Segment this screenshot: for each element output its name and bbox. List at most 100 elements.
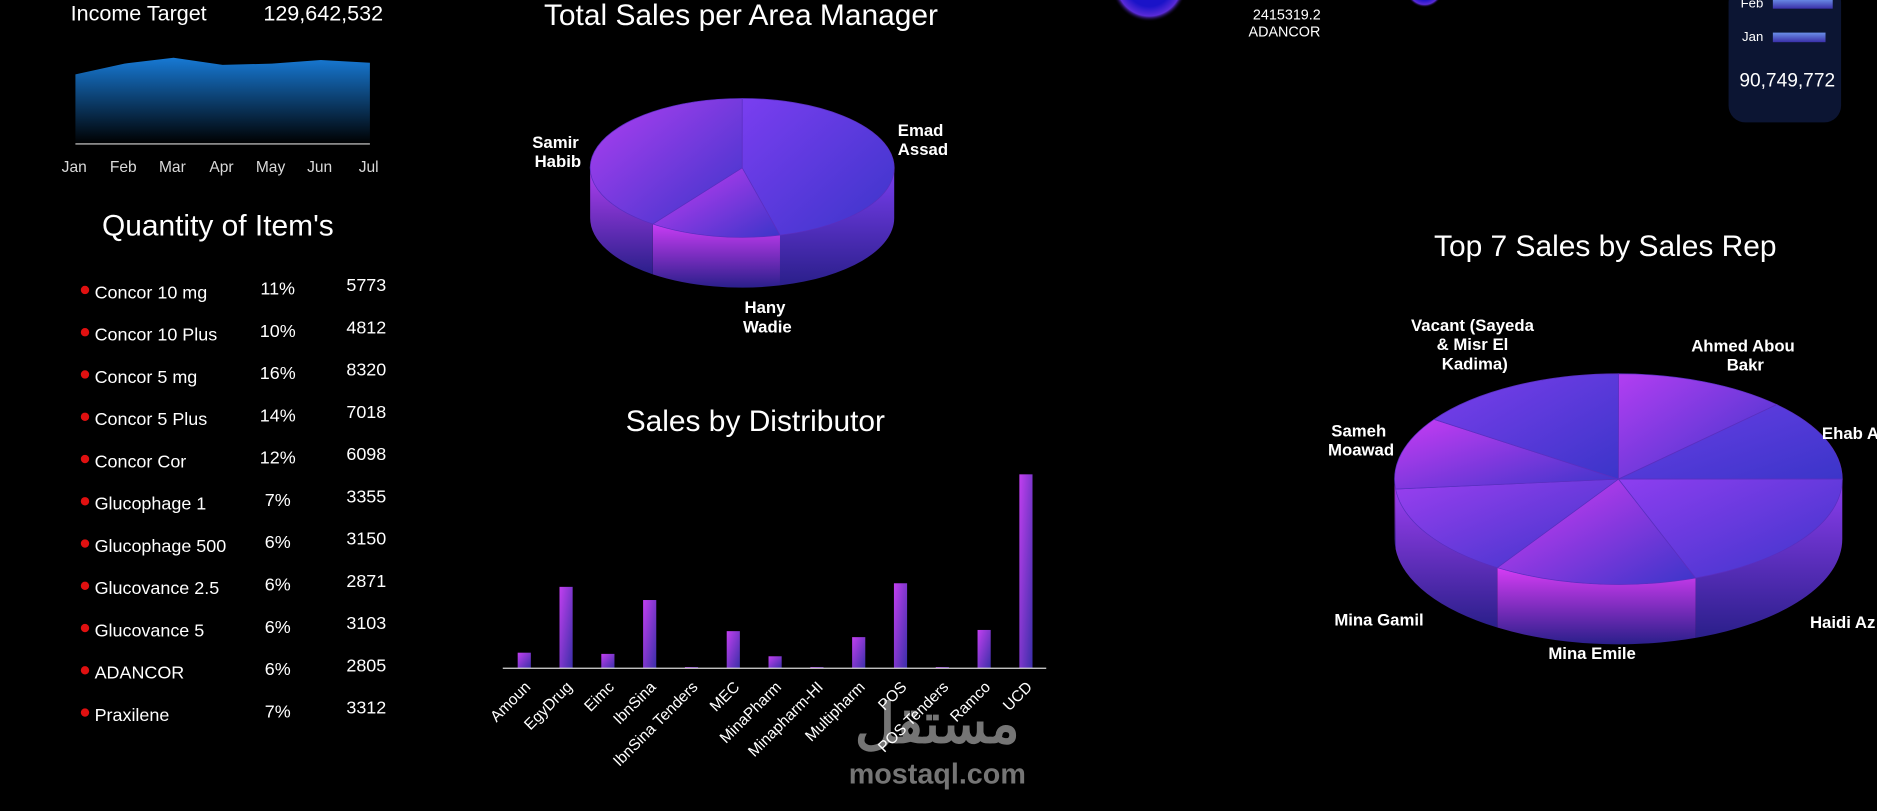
item-qty: 3150 <box>346 529 386 549</box>
slice-label: Ehab A <box>1822 424 1877 443</box>
pie-side <box>590 167 653 275</box>
pie-slice <box>1433 373 1619 480</box>
slice-label: Haidi Az <box>1810 613 1875 632</box>
item-share: 7% <box>265 701 291 721</box>
bullet <box>80 581 90 590</box>
item-qty: 3103 <box>346 613 386 633</box>
x-tick-label: Apr <box>209 159 233 176</box>
slice-label: Mina Gamil <box>1334 611 1423 630</box>
item-name: Glucophage 1 <box>95 494 207 514</box>
bar <box>852 637 866 669</box>
pie-slice <box>1395 478 1620 569</box>
slice-label: Sameh Moawad <box>1328 422 1394 460</box>
pie-side <box>1395 489 1498 628</box>
bar <box>726 631 740 669</box>
x-tick-label: Jul <box>359 159 379 176</box>
x-tick-label: Jun <box>307 159 332 176</box>
pie-slice <box>651 167 781 238</box>
bubble-value: 2415319.2 <box>1253 8 1321 24</box>
bullet <box>80 285 90 295</box>
slice-label: Samir Habib <box>532 133 583 171</box>
item-name: Concor 10 Plus <box>95 325 218 345</box>
item-qty: 8320 <box>346 360 386 380</box>
income-value: 129,642,532 <box>263 1 383 25</box>
chart-title: Sales by Distributor <box>626 405 885 438</box>
table-title: Quantity of Item's <box>102 210 334 243</box>
y-tick-label: Feb <box>1741 0 1764 10</box>
pie-side <box>652 224 780 288</box>
bullet <box>80 412 90 421</box>
item-name: Concor Cor <box>95 451 187 471</box>
pie-side <box>1394 479 1396 549</box>
bar <box>517 652 531 669</box>
item-share: 6% <box>265 532 291 552</box>
income-label: Income Target <box>71 1 207 25</box>
slice-label: Vacant (Sayeda & Misr El Kadima) <box>1411 317 1539 374</box>
item-qty: 6098 <box>346 444 386 464</box>
pie-slice <box>1618 373 1778 480</box>
item-share: 6% <box>265 617 291 637</box>
bar <box>977 629 991 669</box>
item-qty: 5773 <box>346 275 386 295</box>
pie-side <box>779 167 895 286</box>
bullet <box>80 539 90 548</box>
chart-title: Top 7 Sales by Sales Rep <box>1434 230 1776 263</box>
item-name: Glucophage 500 <box>95 536 227 556</box>
item-share: 11% <box>260 279 295 299</box>
y-tick-label: Jan <box>1742 29 1763 44</box>
bar <box>559 586 573 669</box>
watermark-logo: مستقل <box>855 693 1020 755</box>
pie-slice <box>1496 478 1697 585</box>
item-share: 16% <box>260 363 296 383</box>
x-tick-label: May <box>256 159 286 176</box>
pie-slice <box>741 98 895 236</box>
bar <box>1019 474 1033 669</box>
item-name: Concor 10 mg <box>95 282 208 302</box>
item-name: Glucovance 2.5 <box>95 578 220 598</box>
item-share: 14% <box>260 405 296 425</box>
area <box>75 57 370 144</box>
pie-slice <box>589 98 743 225</box>
bullet <box>80 328 90 337</box>
item-qty: 4812 <box>346 317 386 337</box>
item-qty: 3355 <box>346 486 386 506</box>
item-qty: 2871 <box>346 571 386 591</box>
bubble <box>1409 0 1440 8</box>
pie-slice <box>1394 418 1619 490</box>
bar <box>601 653 615 669</box>
bar <box>893 583 908 669</box>
panel-total: 90,749,772 <box>1739 71 1835 92</box>
slice-label: Mina Emile <box>1548 645 1636 664</box>
pie-side <box>1497 567 1696 645</box>
item-share: 12% <box>260 448 296 468</box>
watermark-site: mostaql.com <box>849 759 1026 791</box>
pie-side <box>1695 479 1843 638</box>
slice-label: Ahmed Abou Bakr <box>1691 337 1799 375</box>
item-share: 6% <box>265 575 291 595</box>
item-name: Praxilene <box>95 705 170 725</box>
item-name: Concor 5 mg <box>95 367 198 387</box>
bullet <box>80 708 90 717</box>
slice-label: Emad Assad <box>898 121 948 159</box>
item-qty: 3312 <box>346 698 386 718</box>
pie-slice <box>1617 478 1843 579</box>
bullet <box>80 454 90 464</box>
slice-label: Hany Wadie <box>743 299 792 337</box>
pie-slice <box>1618 404 1843 480</box>
bar <box>1772 32 1826 43</box>
item-share: 6% <box>265 659 291 679</box>
bullet <box>80 370 90 379</box>
item-name: ADANCOR <box>95 663 185 683</box>
item-qty: 7018 <box>346 402 386 422</box>
x-tick-label: Mar <box>159 159 186 176</box>
bubble-label: ADANCOR <box>1249 24 1321 40</box>
x-tick-label: Feb <box>110 159 137 176</box>
item-qty: 2805 <box>346 655 386 675</box>
bar <box>768 656 782 669</box>
bubble <box>1114 0 1184 22</box>
panel <box>1728 0 1842 123</box>
x-tick-label: Jan <box>62 159 87 176</box>
bullet <box>80 623 90 633</box>
bar <box>643 600 657 669</box>
